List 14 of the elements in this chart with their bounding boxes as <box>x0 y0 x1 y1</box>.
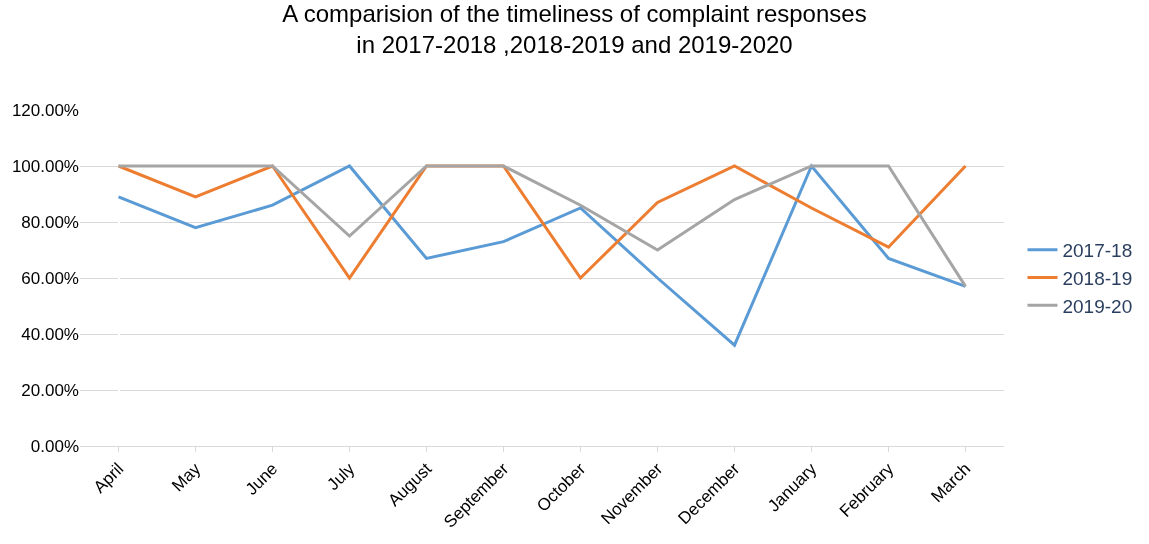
x-tick-label: May <box>168 458 205 496</box>
line-series <box>117 164 967 347</box>
chart-title: A comparision of the timeliness of complaint responses in 2017-2018 ,2018-2019 and 2019-2020 <box>282 0 867 58</box>
x-tick-label: July <box>323 458 359 495</box>
legend-label: 2019-20 <box>1062 295 1133 317</box>
y-tick-label: 40.00% <box>21 324 79 344</box>
legend-label: 2018-19 <box>1062 267 1133 289</box>
legend-label: 2017-18 <box>1062 240 1133 262</box>
y-tick-label: 0.00% <box>30 436 79 456</box>
y-tick-label: 120.00% <box>11 100 79 120</box>
y-tick-label: 80.00% <box>21 212 79 232</box>
y-tick-label: 20.00% <box>21 380 79 400</box>
y-tick-label: 100.00% <box>11 156 79 176</box>
y-tick-label: 60.00% <box>21 268 79 288</box>
